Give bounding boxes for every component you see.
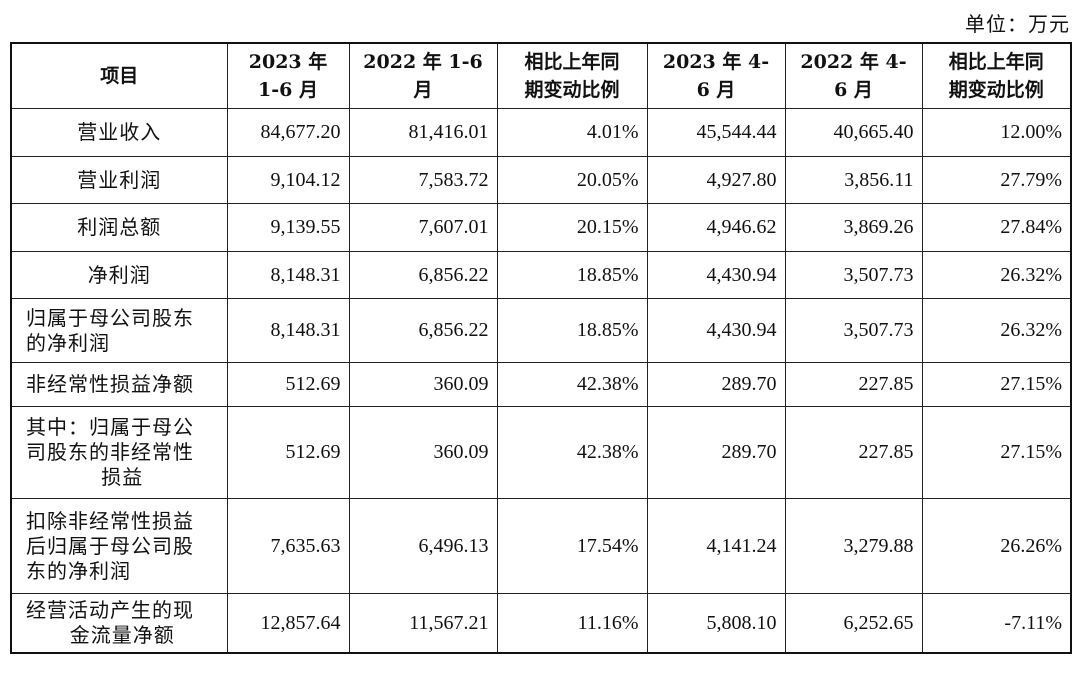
table-cell: 360.09 (348, 406, 498, 499)
table-cell: 6,856.22 (348, 298, 498, 363)
header-2022-h1: 2022 年 1-6 月 (348, 42, 498, 109)
header-2022-q2: 2022 年 4- 6 月 (784, 42, 923, 109)
table-row: 利润总额 9,139.55 7,607.01 20.15% 4,946.62 3… (10, 203, 1072, 252)
table-header-row: 项目 2023 年 1-6 月 2022 年 1-6 月 相比上年同 期变动比例… (10, 42, 1072, 109)
table-cell: 3,869.26 (784, 203, 923, 252)
table-cell: 18.85% (496, 298, 648, 363)
financial-table: 项目 2023 年 1-6 月 2022 年 1-6 月 相比上年同 期变动比例… (10, 42, 1072, 654)
table-cell: 9,139.55 (226, 203, 350, 252)
table-row: 非经常性损益净额 512.69 360.09 42.38% 289.70 227… (10, 362, 1072, 407)
table-cell: 12,857.64 (226, 593, 350, 654)
table-cell: 3,279.88 (784, 498, 923, 594)
table-cell: 6,496.13 (348, 498, 498, 594)
row-label: 非经常性损益净额 (10, 362, 228, 407)
table-row: 其中：归属于母公 司股东的非经常性 损益 512.69 360.09 42.38… (10, 406, 1072, 499)
table-cell: 3,507.73 (784, 298, 923, 363)
table-cell: 512.69 (226, 406, 350, 499)
table-row: 营业利润 9,104.12 7,583.72 20.05% 4,927.80 3… (10, 156, 1072, 204)
table-cell: 227.85 (784, 406, 923, 499)
table-cell: 17.54% (496, 498, 648, 594)
table-cell: 3,507.73 (784, 251, 923, 299)
table-cell: 84,677.20 (226, 108, 350, 157)
table-cell: 7,583.72 (348, 156, 498, 204)
table-cell: 27.84% (921, 203, 1072, 252)
table-cell: 9,104.12 (226, 156, 350, 204)
table-row: 营业收入 84,677.20 81,416.01 4.01% 45,544.44… (10, 108, 1072, 157)
table-cell: 18.85% (496, 251, 648, 299)
table-cell: 6,252.65 (784, 593, 923, 654)
header-q2-yoy-change: 相比上年同 期变动比例 (921, 42, 1072, 109)
table-cell: 81,416.01 (348, 108, 498, 157)
row-label: 营业利润 (10, 156, 228, 204)
unit-label: 单位：万元 (965, 12, 1070, 36)
row-label: 营业收入 (10, 108, 228, 157)
table-cell: 27.15% (921, 362, 1072, 407)
table-cell: 11.16% (496, 593, 648, 654)
table-cell: 7,607.01 (348, 203, 498, 252)
table-row: 经营活动产生的现 金流量净额 12,857.64 11,567.21 11.16… (10, 593, 1072, 654)
header-2023-q2: 2023 年 4- 6 月 (646, 42, 786, 109)
table-cell: 20.05% (496, 156, 648, 204)
table-cell: 4,141.24 (646, 498, 786, 594)
table-row: 归属于母公司股东 的净利润 8,148.31 6,856.22 18.85% 4… (10, 298, 1072, 363)
table-cell: 27.79% (921, 156, 1072, 204)
row-label: 归属于母公司股东 的净利润 (10, 298, 228, 363)
table-cell: 26.32% (921, 298, 1072, 363)
table-cell: 4,430.94 (646, 298, 786, 363)
table-cell: 5,808.10 (646, 593, 786, 654)
header-item: 项目 (10, 42, 228, 109)
table-cell: 20.15% (496, 203, 648, 252)
table-cell: 360.09 (348, 362, 498, 407)
table-cell: 4,946.62 (646, 203, 786, 252)
table-cell: 42.38% (496, 362, 648, 407)
table-cell: 512.69 (226, 362, 350, 407)
row-label: 扣除非经常性损益 后归属于母公司股 东的净利润 (10, 498, 228, 594)
table-cell: 40,665.40 (784, 108, 923, 157)
row-label: 利润总额 (10, 203, 228, 252)
table-cell: 4,927.80 (646, 156, 786, 204)
header-h1-yoy-change: 相比上年同 期变动比例 (496, 42, 648, 109)
table-cell: 26.32% (921, 251, 1072, 299)
table-cell: 11,567.21 (348, 593, 498, 654)
table-cell: 7,635.63 (226, 498, 350, 594)
table-cell: 227.85 (784, 362, 923, 407)
row-label: 经营活动产生的现 金流量净额 (10, 593, 228, 654)
table-row: 扣除非经常性损益 后归属于母公司股 东的净利润 7,635.63 6,496.1… (10, 498, 1072, 594)
table-cell: 27.15% (921, 406, 1072, 499)
table-cell: 12.00% (921, 108, 1072, 157)
table-cell: -7.11% (921, 593, 1072, 654)
table-cell: 289.70 (646, 406, 786, 499)
header-2023-h1: 2023 年 1-6 月 (226, 42, 350, 109)
table-cell: 8,148.31 (226, 298, 350, 363)
table-cell: 42.38% (496, 406, 648, 499)
table-cell: 45,544.44 (646, 108, 786, 157)
table-cell: 26.26% (921, 498, 1072, 594)
table-cell: 3,856.11 (784, 156, 923, 204)
row-label: 净利润 (10, 251, 228, 299)
table-cell: 4,430.94 (646, 251, 786, 299)
table-cell: 4.01% (496, 108, 648, 157)
table-cell: 289.70 (646, 362, 786, 407)
row-label: 其中：归属于母公 司股东的非经常性 损益 (10, 406, 228, 499)
table-cell: 8,148.31 (226, 251, 350, 299)
table-row: 净利润 8,148.31 6,856.22 18.85% 4,430.94 3,… (10, 251, 1072, 299)
table-cell: 6,856.22 (348, 251, 498, 299)
